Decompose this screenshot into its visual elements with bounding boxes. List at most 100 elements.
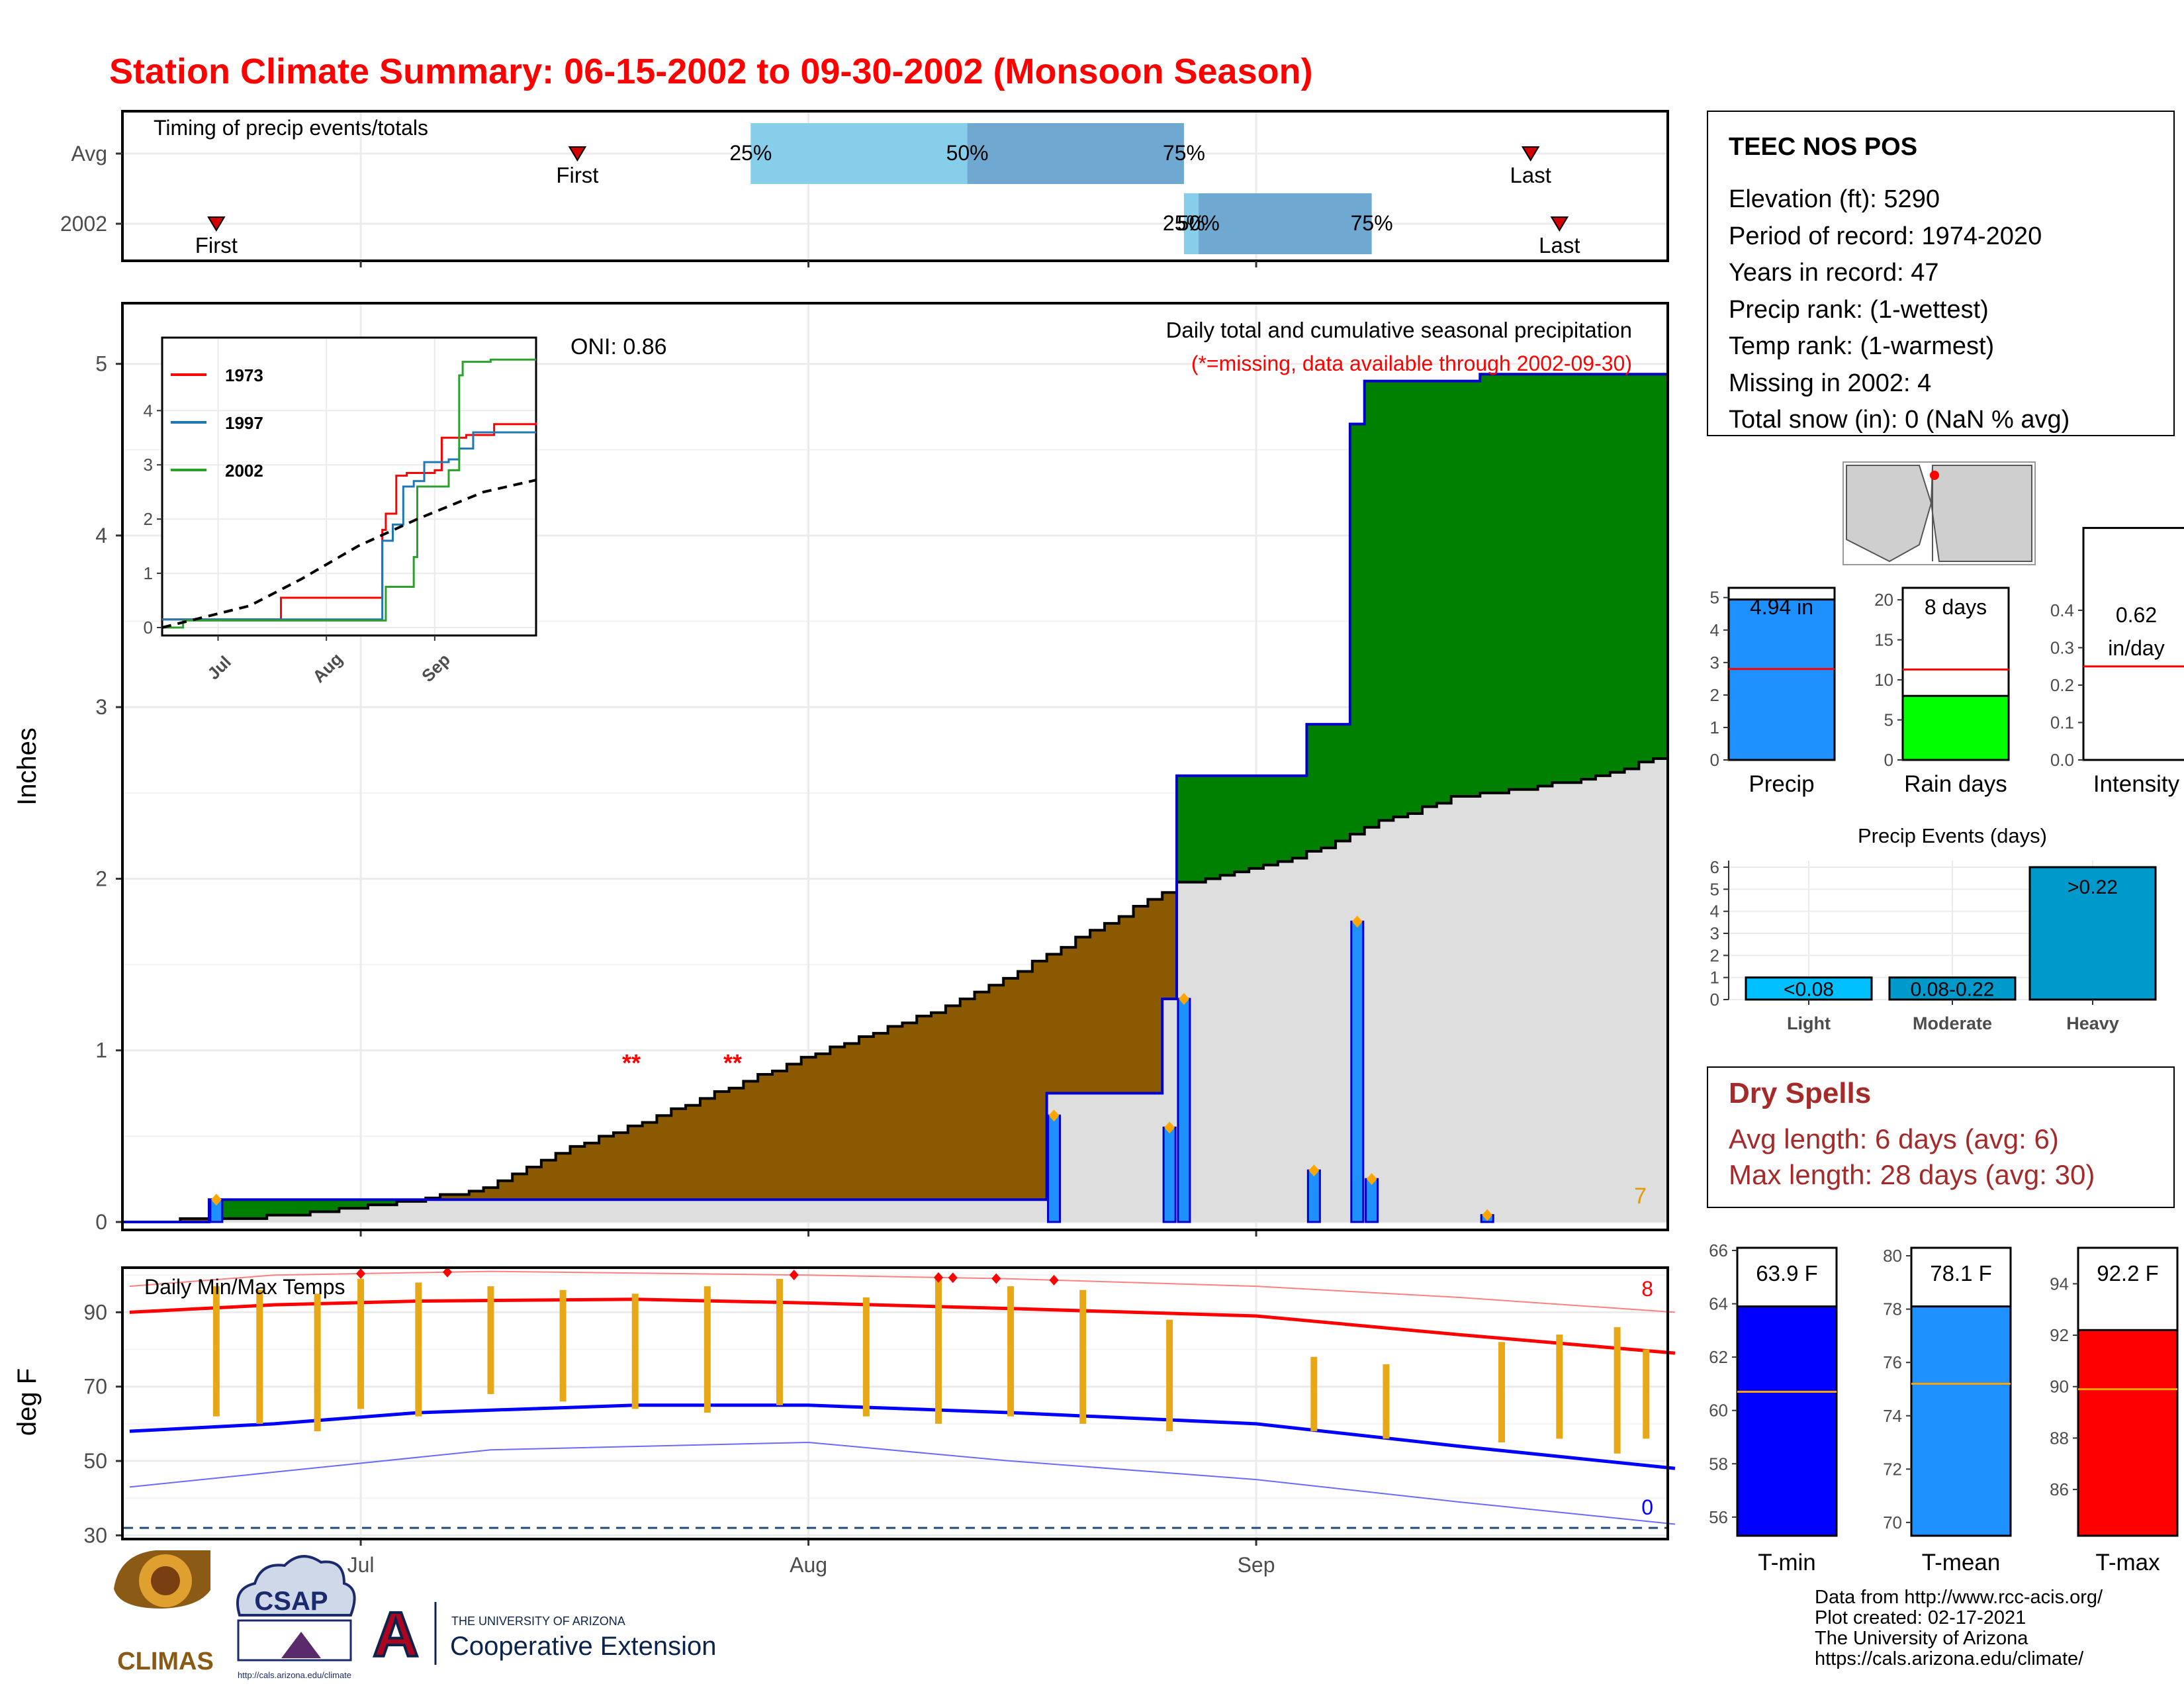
precip-surplus-segment [1494, 374, 1510, 793]
precip-y-tick-label: 2 [95, 867, 107, 890]
quartile-box-lower [751, 123, 968, 184]
precip-deficit-segment [772, 1070, 788, 1200]
precip-deficit-segment [179, 1218, 195, 1222]
record-high-count: 8 [1641, 1277, 1653, 1301]
precip-deficit-segment [815, 1053, 831, 1200]
precip-deficit-segment [1089, 930, 1105, 1094]
inset-legend-label: 1973 [225, 365, 263, 385]
timing-row-label: Avg [71, 142, 107, 165]
precip-deficit-segment [656, 1115, 672, 1200]
quartile-box-upper [1198, 193, 1372, 254]
precip-surplus-segment [266, 1199, 282, 1215]
precip-deficit-segment [454, 1194, 470, 1200]
daily-temp-range-bar [415, 1282, 422, 1417]
precip-surplus-segment [1551, 374, 1567, 783]
precip-deficit-segment [960, 998, 976, 1200]
precip-surplus-segment [1422, 381, 1437, 807]
ua-letter-icon: A [373, 1599, 418, 1670]
summary-bar-value-unit: in/day [2108, 636, 2164, 660]
precip-deficit-segment [598, 1136, 614, 1200]
oni-label: ONI: 0.86 [570, 334, 667, 359]
summary-bar [1727, 598, 1836, 761]
daily-precip-bar [1306, 1169, 1321, 1223]
precip-surplus-segment [1220, 775, 1235, 876]
footer-created: Plot created: 02-17-2021 [1815, 1607, 2026, 1628]
temp-bar-value-label: 63.9 F [1756, 1261, 1818, 1286]
precip-deficit-segment [974, 992, 989, 1200]
inset-y-tick-label: 3 [144, 455, 153, 475]
daily-precip-bar [1162, 1126, 1177, 1223]
temp-bar [2077, 1329, 2179, 1537]
quartile-label: 25% [1163, 211, 1205, 235]
station-elevation: Elevation (ft): 5290 [1729, 185, 1940, 213]
summary-bar-tick-label: 0.3 [2050, 637, 2074, 657]
csap-url: http://cals.arizona.edu/climate [238, 1670, 351, 1680]
station-precip-rank: Precip rank: (1-wettest) [1729, 296, 1989, 324]
temperature-panel: Jul Aug Sep 30 50 70 90 deg F Daily Min/Max Te… [13, 1266, 1676, 1577]
precip-surplus-segment [367, 1199, 383, 1205]
temp-bar-tick-label: 62 [1709, 1347, 1728, 1367]
events-y-tick-label: 5 [1710, 879, 1719, 899]
daily-temp-range-bar [487, 1286, 494, 1394]
summary-bar [2082, 527, 2184, 761]
precip-deficit-segment [1017, 971, 1033, 1200]
daily-precip-bar [1365, 1178, 1379, 1223]
events-bar-label: <0.08 [1784, 979, 1834, 1001]
precip-surplus-segment [1508, 374, 1524, 790]
temp-bar-tick-label: 74 [1883, 1406, 1902, 1426]
temp-y-tick-label: 50 [83, 1449, 107, 1473]
temp-bar-value-label: 78.1 F [1930, 1261, 1992, 1286]
footer-institution: The University of Arizona [1815, 1628, 2028, 1649]
map-state-shape [1846, 465, 1933, 563]
last-event-label: Last [1510, 163, 1551, 187]
figure-title: Station Climate Summary: 06-15-2002 to 0… [109, 52, 1313, 91]
dry-spells-max: Max length: 28 days (avg: 30) [1729, 1159, 2095, 1190]
daily-temp-range-bar [357, 1278, 365, 1409]
summary-bars: 4.94 in 0 1 2 3 4 5 Precip 8 days 0 5 10 15 20 Rain da… [1710, 527, 2184, 797]
summary-bar [1901, 694, 2010, 761]
summary-bar-tick-label: 10 [1874, 670, 1893, 690]
precip-deficit-segment [194, 1218, 210, 1222]
summary-bar-name: Rain days [1904, 771, 2007, 797]
first-event-marker [207, 216, 226, 232]
summary-bar-name: Precip [1749, 771, 1814, 797]
precip-surplus-segment [1248, 775, 1264, 868]
station-info-box: TEEC NOS POS Elevation (ft): 5290 Period… [1707, 111, 2175, 436]
precip-surplus-segment [338, 1199, 354, 1209]
precip-surplus-segment [1610, 374, 1625, 773]
temp-bar-tick-label: 72 [1883, 1459, 1902, 1479]
summary-bar-tick-label: 0.2 [2050, 675, 2074, 695]
precip-surplus-segment [1277, 775, 1293, 862]
record-high-marker [789, 1269, 799, 1280]
daily-temp-range-bar [1383, 1364, 1390, 1439]
temp-title: Daily Min/Max Temps [144, 1275, 345, 1299]
precip-deficit-segment [469, 1191, 484, 1200]
quartile-label: 25% [729, 141, 772, 165]
temp-bar-tick-label: 88 [2050, 1428, 2069, 1448]
daily-temp-range-bar [934, 1278, 942, 1424]
temp-bar [1910, 1305, 2012, 1537]
daily-precip-marker [1164, 1121, 1175, 1134]
precip-surplus-segment [310, 1199, 326, 1212]
events-y-tick-label: 6 [1710, 857, 1719, 877]
record-high-marker [1049, 1274, 1059, 1286]
summary-bar-value-label: 0.62 [2116, 603, 2157, 627]
precip-deficit-segment [512, 1174, 527, 1200]
daily-precip-bar [1350, 920, 1365, 1223]
missing-note: (*=missing, data available through 2002-… [1191, 352, 1632, 375]
precip-deficit-segment [642, 1122, 657, 1200]
inset-y-tick-label: 0 [144, 618, 153, 637]
missing-marker: ** [622, 1049, 641, 1076]
record-high-marker [356, 1268, 366, 1279]
cumulative-average-area [122, 759, 1668, 1222]
station-missing: Missing in 2002: 4 [1729, 369, 1931, 397]
quartile-label: 50% [946, 141, 989, 165]
daily-temp-range-bar [1498, 1342, 1506, 1442]
timing-row-label: 2002 [60, 212, 107, 236]
events-bar-label: >0.22 [2068, 876, 2118, 898]
daily-precip-marker [1178, 992, 1189, 1005]
precip-surplus-segment [1335, 724, 1351, 841]
daily-precip-marker [210, 1194, 222, 1206]
summary-bar-tick-label: 0.1 [2050, 712, 2074, 732]
precip-deficit-segment [1003, 978, 1019, 1200]
